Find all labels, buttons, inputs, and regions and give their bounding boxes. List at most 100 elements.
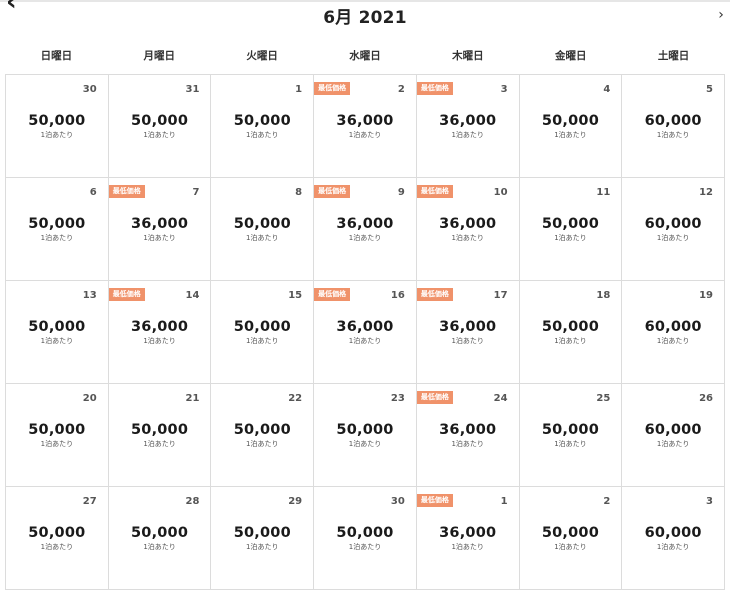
- day-number: 2: [603, 496, 611, 507]
- calendar-day-cell[interactable]: 31 50,000 1泊あたり: [108, 75, 212, 178]
- day-number: 5: [706, 84, 713, 95]
- day-number: 9: [397, 187, 405, 198]
- calendar-day-cell[interactable]: 6 50,000 1泊あたり: [6, 178, 109, 281]
- top-divider: [0, 0, 730, 2]
- calendar-day-cell[interactable]: 最低価格 17 36,000 1泊あたり: [416, 281, 520, 384]
- calendar-day-cell[interactable]: 2 50,000 1泊あたり: [519, 487, 623, 590]
- per-night-label: 1泊あたり: [143, 337, 176, 345]
- day-number: 23: [390, 393, 405, 404]
- nightly-price: 50,000: [233, 525, 291, 541]
- calendar-day-cell[interactable]: 8 50,000 1泊あたり: [211, 178, 315, 281]
- day-number: 1: [295, 84, 303, 95]
- calendar-day-cell[interactable]: 22 50,000 1泊あたり: [211, 384, 315, 487]
- day-number: 13: [82, 290, 97, 301]
- per-night-label: 1泊あたり: [656, 234, 690, 242]
- calendar-day-cell[interactable]: 30 50,000 1泊あたり: [314, 487, 417, 590]
- calendar-day-cell[interactable]: 30 50,000 1泊あたり: [6, 75, 109, 178]
- lowest-price-badge: 最低価格: [416, 82, 453, 95]
- calendar-day-cell[interactable]: 11 50,000 1泊あたり: [519, 178, 623, 281]
- calendar-day-cell[interactable]: 27 50,000 1泊あたり: [6, 487, 109, 590]
- nightly-price: 50,000: [233, 113, 291, 129]
- calendar-day-cell[interactable]: 25 50,000 1泊あたり: [519, 384, 623, 487]
- month-title: 6月 2021: [323, 8, 407, 28]
- calendar-day-cell[interactable]: 4 50,000 1泊あたり: [519, 75, 623, 178]
- calendar-day-cell[interactable]: 15 50,000 1泊あたり: [211, 281, 315, 384]
- calendar-day-cell[interactable]: 最低価格 10 36,000 1泊あたり: [416, 178, 520, 281]
- nightly-price: 50,000: [130, 113, 189, 129]
- day-number: 4: [603, 84, 611, 95]
- calendar-day-cell[interactable]: 最低価格 24 36,000 1泊あたり: [416, 384, 520, 487]
- per-night-label: 1泊あたり: [246, 440, 279, 448]
- day-number: 1: [500, 496, 508, 507]
- per-night-label: 1泊あたり: [554, 234, 587, 242]
- nightly-price: 36,000: [336, 319, 394, 335]
- calendar-day-cell[interactable]: 最低価格 2 36,000 1泊あたり: [314, 75, 417, 178]
- nightly-price: 36,000: [336, 113, 394, 129]
- per-night-label: 1泊あたり: [451, 234, 484, 242]
- lowest-price-badge: 最低価格: [416, 185, 453, 198]
- day-number: 27: [82, 496, 97, 507]
- nightly-price: 36,000: [336, 216, 394, 232]
- day-number: 30: [390, 496, 405, 507]
- lowest-price-badge: 最低価格: [108, 288, 145, 301]
- nightly-price: 50,000: [28, 422, 86, 438]
- day-number: 20: [82, 393, 97, 404]
- per-night-label: 1泊あたり: [451, 543, 484, 551]
- per-night-label: 1泊あたり: [451, 440, 484, 448]
- nightly-price: 50,000: [336, 422, 394, 438]
- calendar-day-cell[interactable]: 5 60,000 1泊あたり: [622, 75, 725, 178]
- calendar-day-cell[interactable]: 最低価格 9 36,000 1泊あたり: [314, 178, 417, 281]
- per-night-label: 1泊あたり: [40, 440, 74, 448]
- calendar-day-cell[interactable]: 29 50,000 1泊あたり: [211, 487, 315, 590]
- calendar-day-cell[interactable]: 12 60,000 1泊あたり: [622, 178, 725, 281]
- calendar-day-cell[interactable]: 1 50,000 1泊あたり: [211, 75, 315, 178]
- nightly-price: 50,000: [233, 319, 291, 335]
- per-night-label: 1泊あたり: [246, 131, 279, 139]
- day-number: 30: [82, 84, 97, 95]
- per-night-label: 1泊あたり: [348, 543, 382, 551]
- calendar-day-cell[interactable]: 18 50,000 1泊あたり: [519, 281, 623, 384]
- day-number: 29: [288, 496, 303, 507]
- day-number: 6: [89, 187, 97, 198]
- weekday-wednesday: 水曜日: [349, 50, 381, 62]
- day-number: 26: [699, 393, 713, 404]
- per-night-label: 1泊あたり: [348, 440, 382, 448]
- prev-month-icon[interactable]: ‹: [6, 0, 17, 17]
- calendar-day-cell[interactable]: 21 50,000 1泊あたり: [108, 384, 212, 487]
- per-night-label: 1泊あたり: [656, 337, 690, 345]
- calendar-day-cell[interactable]: 最低価格 7 36,000 1泊あたり: [108, 178, 212, 281]
- calendar-day-cell[interactable]: 最低価格 14 36,000 1泊あたり: [108, 281, 212, 384]
- nightly-price: 50,000: [336, 525, 394, 541]
- next-month-icon[interactable]: ›: [718, 7, 724, 23]
- calendar-day-cell[interactable]: 13 50,000 1泊あたり: [6, 281, 109, 384]
- day-number: 16: [390, 290, 405, 301]
- per-night-label: 1泊あたり: [246, 234, 279, 242]
- calendar-day-cell[interactable]: 3 60,000 1泊あたり: [622, 487, 725, 590]
- per-night-label: 1泊あたり: [656, 543, 690, 551]
- nightly-price: 60,000: [644, 525, 702, 541]
- day-number: 7: [192, 187, 200, 198]
- per-night-label: 1泊あたり: [554, 440, 587, 448]
- lowest-price-badge: 最低価格: [416, 391, 453, 404]
- calendar-day-cell[interactable]: 26 60,000 1泊あたり: [622, 384, 725, 487]
- calendar-day-cell[interactable]: 最低価格 3 36,000 1泊あたり: [416, 75, 520, 178]
- calendar-day-cell[interactable]: 最低価格 16 36,000 1泊あたり: [314, 281, 417, 384]
- nightly-price: 36,000: [130, 319, 189, 335]
- calendar-day-cell[interactable]: 最低価格 1 36,000 1泊あたり: [416, 487, 520, 590]
- day-number: 15: [288, 290, 303, 301]
- calendar-day-cell[interactable]: 23 50,000 1泊あたり: [314, 384, 417, 487]
- day-number: 28: [185, 496, 200, 507]
- nightly-price: 50,000: [541, 113, 599, 129]
- calendar-day-cell[interactable]: 20 50,000 1泊あたり: [6, 384, 109, 487]
- calendar-day-cell[interactable]: 19 60,000 1泊あたり: [622, 281, 725, 384]
- per-night-label: 1泊あたり: [348, 234, 382, 242]
- nightly-price: 50,000: [233, 422, 291, 438]
- nightly-price: 50,000: [130, 422, 189, 438]
- weekday-thursday: 木曜日: [452, 50, 484, 62]
- lowest-price-badge: 最低価格: [108, 185, 145, 198]
- nightly-price: 50,000: [28, 319, 86, 335]
- nightly-price: 50,000: [28, 113, 86, 129]
- per-night-label: 1泊あたり: [40, 234, 74, 242]
- nightly-price: 50,000: [541, 422, 599, 438]
- calendar-day-cell[interactable]: 28 50,000 1泊あたり: [108, 487, 212, 590]
